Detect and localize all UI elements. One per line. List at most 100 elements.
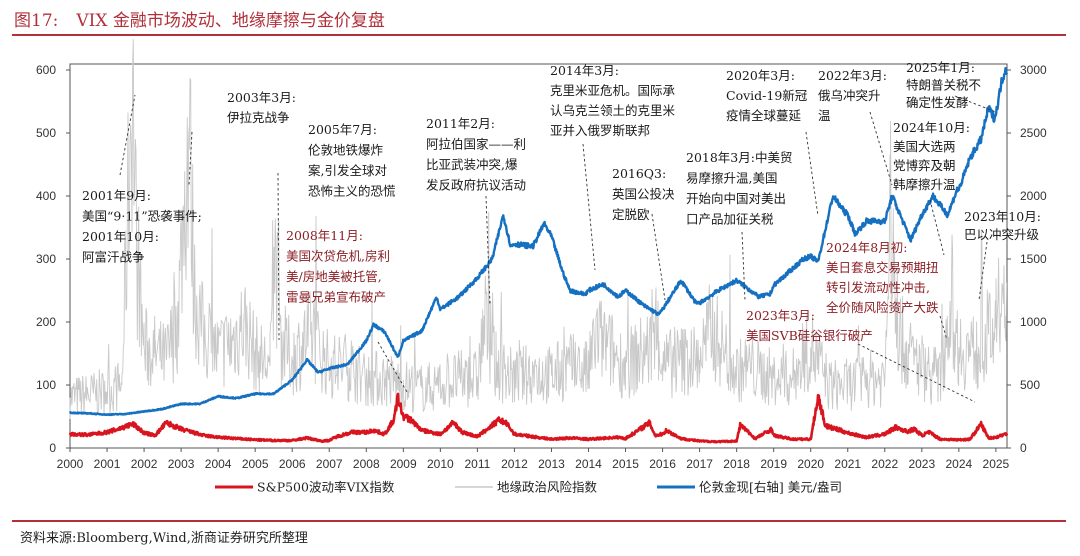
annotation-line: 确定性发酵 <box>906 95 969 110</box>
x-tick-label: 2002 <box>131 457 158 471</box>
x-tick-label: 2020 <box>797 457 824 471</box>
annotation-line: 恐怖主义的恐慌 <box>308 184 396 199</box>
plot-frame <box>69 63 1008 449</box>
annotation-line: 雷曼兄弟宣布破产 <box>286 290 386 305</box>
annotation-a2005: 2005年7月: 伦敦地铁爆炸案,引发全球对恐怖主义的恐慌 <box>308 122 396 199</box>
x-tick-label: 2004 <box>205 457 232 471</box>
annotation-line: 转引发流动性冲击, <box>826 280 930 295</box>
legend-label: 伦敦金现[右轴] 美元/盎司 <box>699 480 842 495</box>
annotation-a2020: 2020年3月: Covid-19新冠疫情全球蔓延 <box>726 68 808 123</box>
annotation-line: 特朗普关税不 <box>906 78 981 93</box>
annotation-a2008: 2008年11月: 美国次贷危机,房利美/房地美被托管, 雷曼兄弟宣布破产 <box>286 228 390 305</box>
leader-line <box>978 241 988 301</box>
annotations: 2001年9月: 美国“9·11”恐袭事件; 2001年10月: 阿富汗战争 2003年… <box>82 60 1041 343</box>
y-left-tick-label: 500 <box>36 126 56 140</box>
annotation-line: 美国次贷危机,房利 <box>286 249 390 264</box>
annotation-line: 美国SVB硅谷银行破产 <box>746 328 873 343</box>
x-tick-label: 2012 <box>501 457 528 471</box>
y-left-tick-label: 200 <box>36 315 56 329</box>
annotation-line: 阿拉伯国家——利 <box>426 137 526 152</box>
x-tick-label: 2005 <box>242 457 269 471</box>
source-note: 资料来源:Bloomberg,Wind,浙商证券研究所整理 <box>20 531 308 546</box>
y-left-tick-label: 300 <box>36 252 56 266</box>
annotation-line: 温 <box>818 108 831 123</box>
annotation-line: 伦敦地铁爆炸 <box>308 143 384 158</box>
annotation-a2023mar: 2023年3月: 美国SVB硅谷银行破产 <box>746 308 873 343</box>
leader-line <box>857 343 976 403</box>
annotation-a2014: 2014年3月: 克里米亚危机。国际承认乌克兰领土的克里米亚并入俄罗斯联邦 <box>550 63 676 138</box>
annotation-line: 易摩擦升温,美国 <box>686 171 777 186</box>
annotation-line: 美/房地美被托管, <box>286 269 382 284</box>
annotation-line: 2001年9月: <box>82 188 151 203</box>
annotation-line: 疫情全球蔓延 <box>726 108 802 123</box>
legend: S&P500波动率VIX指数 地缘政治风险指数 伦敦金现[右轴] 美元/盎司 <box>215 480 842 495</box>
x-tick-label: 2009 <box>390 457 417 471</box>
annotation-a2018: 2018年3月:中美贸易摩擦升温,美国开始向中国对美出口产品加征关税 <box>686 150 792 227</box>
x-tick-label: 2021 <box>834 457 861 471</box>
source-rule <box>12 520 1066 522</box>
annotation-a2011: 2011年2月: 阿拉伯国家——利比亚武装冲突,爆发反政府抗议活动 <box>426 116 526 193</box>
annotation-line: 2024年8月初: <box>826 240 907 255</box>
axes: 0 100 200 300 400 500 600 0 500 1000 1500 2000 2500 3… <box>36 63 1047 471</box>
annotation-line: 伊拉克战争 <box>227 110 290 125</box>
annotation-line: 比亚武装冲突,爆 <box>426 157 518 172</box>
legend-label: 地缘政治风险指数 <box>497 480 598 495</box>
annotation-line: 2001年10月: <box>82 229 159 244</box>
figure-title: 图17: VIX 金融市场波动、地缘摩擦与金价复盘 <box>14 6 385 31</box>
annotation-line: 开始向中国对美出 <box>686 191 786 206</box>
y-right-tick-label: 3000 <box>1020 63 1047 77</box>
annotation-line: 2011年2月: <box>426 116 495 131</box>
gpr-line <box>69 39 1008 419</box>
annotation-a2024aug: 2024年8月初: 美日套息交易预期扭转引发流动性冲击, 全价随风险资产大跌 <box>826 240 939 315</box>
leader-line <box>119 94 136 176</box>
y-right-tick-label: 1500 <box>1020 252 1047 266</box>
annotation-line: 口产品加征关税 <box>686 212 774 227</box>
x-tick-label: 2001 <box>94 457 121 471</box>
gold-series <box>68 66 1009 417</box>
annotation-line: 定脱欧 <box>612 207 650 222</box>
x-tick-label: 2014 <box>575 457 602 471</box>
legend-label: S&P500波动率VIX指数 <box>257 480 395 495</box>
leader-line <box>741 231 746 301</box>
y-left-tick-label: 400 <box>36 189 56 203</box>
chart: 0 100 200 300 400 500 600 0 500 1000 1500 2000 2500 3… <box>36 39 1047 495</box>
x-tick-label: 2011 <box>464 457 490 471</box>
annotation-line: 认乌克兰领土的克里米 <box>550 103 676 118</box>
y-left-tick-label: 0 <box>49 441 56 455</box>
leader-line <box>651 213 666 301</box>
annotation-a2003: 2003年3月: 伊拉克战争 <box>227 90 296 125</box>
leader-line <box>485 195 491 306</box>
title-rule <box>12 34 1066 36</box>
annotation-line: 2022年3月: <box>818 68 887 83</box>
annotation-line: 2023年3月: <box>746 308 815 323</box>
leader-line <box>954 95 997 113</box>
x-tick-label: 2003 <box>168 457 195 471</box>
annotation-line: 2008年11月: <box>286 228 363 243</box>
annotation-line: 英国公投决 <box>612 187 675 202</box>
annotation-line: 韩摩擦升温 <box>893 177 956 192</box>
vix-series <box>68 392 1009 444</box>
x-tick-label: 2008 <box>353 457 380 471</box>
annotation-a2001: 2001年9月: 美国“9·11”恐袭事件; 2001年10月: 阿富汗战争 <box>82 188 202 265</box>
annotation-line: 俄乌冲突升 <box>818 88 881 103</box>
x-tick-label: 2017 <box>686 457 713 471</box>
annotation-line: 党博弈及朝 <box>893 158 956 173</box>
leader-line <box>805 131 819 217</box>
annotation-line: 2005年7月: <box>308 122 377 137</box>
figure-title-text: VIX 金融市场波动、地缘摩擦与金价复盘 <box>76 11 385 31</box>
annotation-line: 克里米亚危机。国际承 <box>550 83 676 98</box>
annotation-line: 2024年10月: <box>893 120 970 135</box>
y-right-tick-label: 1000 <box>1020 315 1047 329</box>
annotation-line: 2003年3月: <box>227 90 296 105</box>
gold-line <box>68 66 1009 417</box>
annotation-line: 美国“9·11”恐袭事件; <box>82 209 202 224</box>
annotation-line: 2016Q3: <box>612 166 666 181</box>
vix-line <box>68 392 1009 444</box>
x-tick-label: 2022 <box>871 457 898 471</box>
x-tick-label: 2025 <box>983 457 1010 471</box>
annotation-leaders <box>119 94 997 403</box>
figure-label: 图17: <box>14 11 59 31</box>
annotation-line: 2023年10月: <box>964 209 1041 224</box>
x-tick-label: 2024 <box>946 457 973 471</box>
annotation-a2023oct: 2023年10月: 巴以冲突升级 <box>964 209 1041 242</box>
